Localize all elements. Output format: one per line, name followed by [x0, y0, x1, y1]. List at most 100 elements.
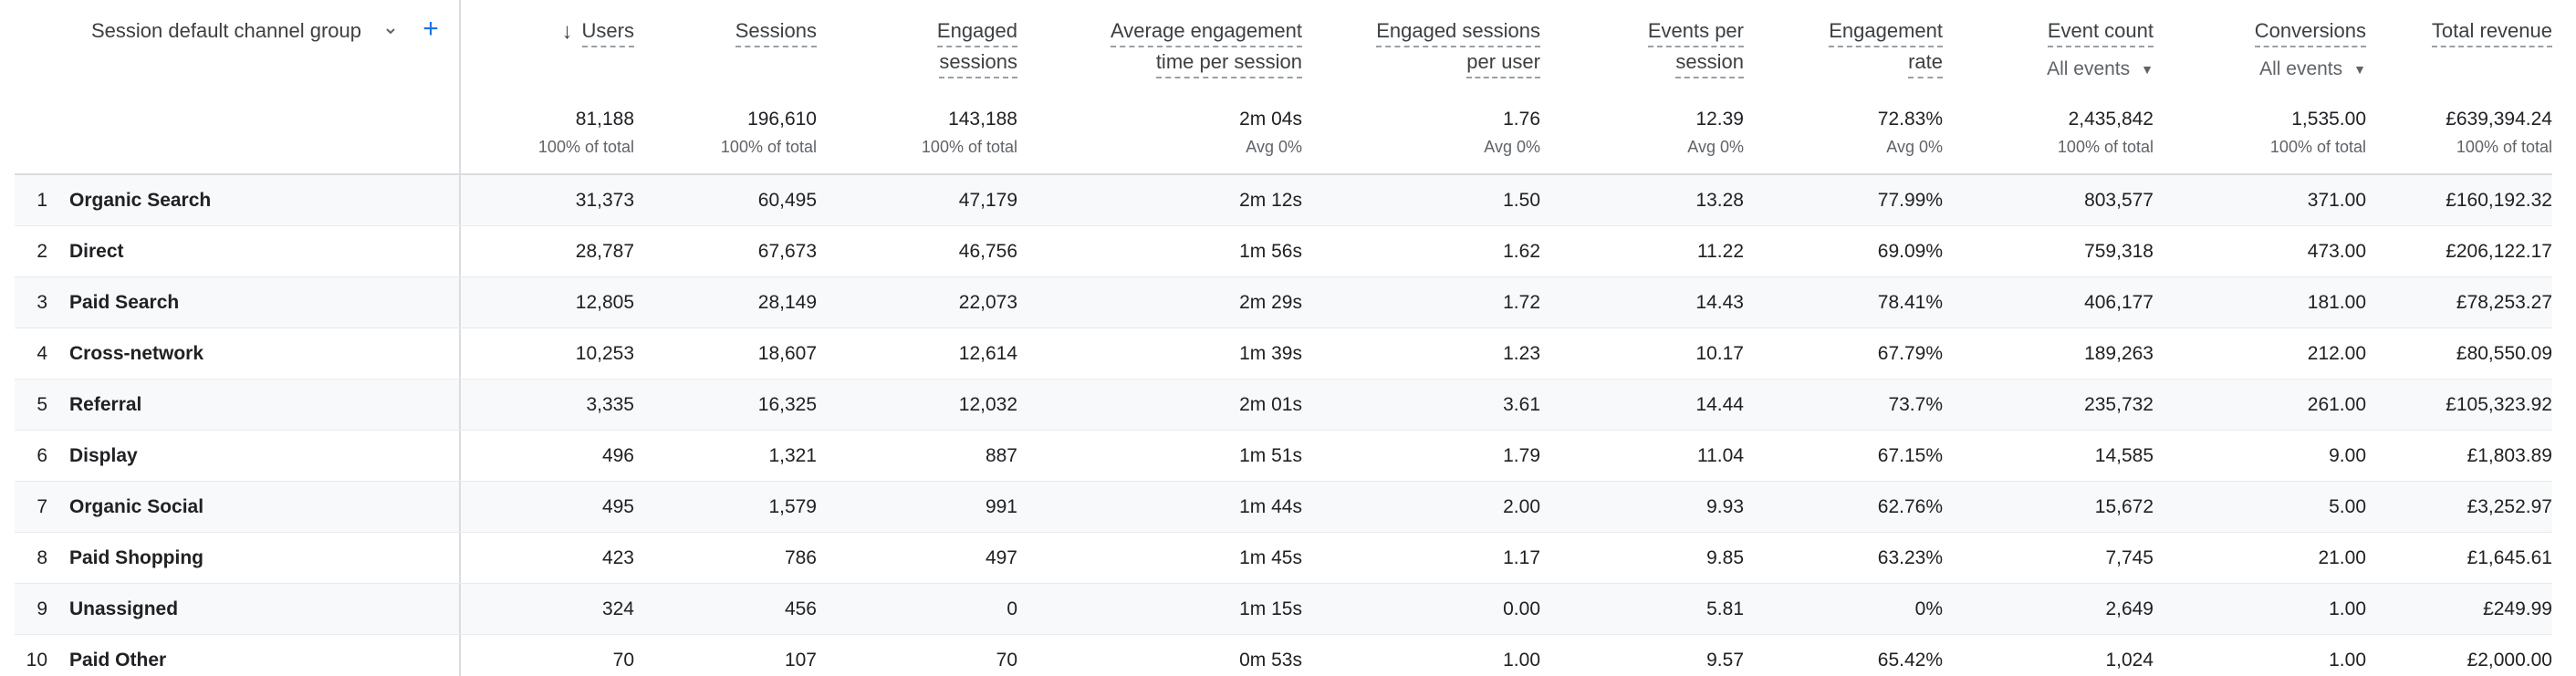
avg-engagement-label-line2: time per session — [1155, 47, 1302, 78]
conversions-label: Conversions — [2254, 16, 2366, 47]
engagement-rate-cell: 78.41% — [1877, 292, 1943, 313]
engaged-sessions-cell: 0 — [1006, 598, 1017, 619]
sessions-cell: 786 — [784, 547, 817, 568]
engaged-sessions-cell: 70 — [996, 650, 1017, 671]
channel-name[interactable]: Paid Other — [69, 649, 167, 671]
chevron-down-icon: ▼ — [2141, 62, 2154, 77]
engagement-rate-label-line1: Engagement — [1829, 16, 1943, 47]
revenue-cell: £160,192.32 — [2446, 190, 2552, 211]
dimension-selector[interactable]: Session default channel group — [91, 16, 403, 45]
table-row[interactable]: 8 Paid Shopping 423 786 497 1m 45s 1.17 9… — [15, 533, 2552, 584]
events-per-session-cell: 13.28 — [1695, 190, 1744, 211]
totals-dimension-cell — [15, 107, 461, 173]
table-row[interactable]: 10 Paid Other 70 107 70 0m 53s 1.00 9.57 … — [15, 635, 2552, 676]
revenue-cell: £2,000.00 — [2466, 650, 2552, 671]
row-number: 4 — [37, 342, 47, 364]
conversions-cell: 1.00 — [2329, 650, 2366, 671]
row-number: 9 — [37, 598, 47, 619]
engagement-rate-header[interactable]: Engagement rate — [1744, 0, 1943, 173]
plus-icon[interactable]: + — [422, 14, 439, 44]
users-cell: 10,253 — [575, 343, 634, 364]
engaged-per-user-cell: 1.23 — [1503, 343, 1540, 364]
event-count-cell: 189,263 — [2084, 343, 2154, 364]
channel-name[interactable]: Direct — [69, 240, 124, 262]
events-per-session-header[interactable]: Events per session — [1540, 0, 1744, 173]
channel-name[interactable]: Paid Shopping — [69, 546, 203, 568]
event-count-filter[interactable]: All events ▼ — [2047, 55, 2154, 83]
events-per-session-cell: 14.44 — [1695, 394, 1744, 415]
table-header: Session default channel group + ↓ Users S… — [15, 0, 2552, 175]
users-cell: 31,373 — [575, 190, 634, 211]
conversions-filter[interactable]: All events ▼ — [2259, 55, 2366, 83]
row-number: 7 — [37, 495, 47, 517]
event-count-cell: 2,649 — [2105, 598, 2154, 619]
engagement-rate-cell: 63.23% — [1877, 547, 1943, 568]
conversions-total: 1,535.00 100% of total — [2269, 109, 2366, 156]
conversions-cell: 212.00 — [2307, 343, 2366, 364]
event-count-header[interactable]: Event count All events ▼ — [1943, 0, 2154, 173]
table-row[interactable]: 4 Cross-network 10,253 18,607 12,614 1m 3… — [15, 328, 2552, 380]
row-number: 10 — [26, 649, 47, 671]
sessions-cell: 16,325 — [757, 394, 817, 415]
chevron-down-icon[interactable] — [378, 18, 403, 44]
avg-engagement-label-line1: Average engagement — [1111, 16, 1302, 47]
channel-name[interactable]: Referral — [69, 393, 142, 415]
channel-name[interactable]: Paid Search — [69, 291, 180, 313]
conversions-cell: 261.00 — [2307, 394, 2366, 415]
sessions-cell: 1,579 — [768, 496, 817, 517]
channel-name[interactable]: Organic Search — [69, 189, 212, 211]
table-row[interactable]: 5 Referral 3,335 16,325 12,032 2m 01s 3.6… — [15, 380, 2552, 431]
conversions-cell: 21.00 — [2318, 547, 2366, 568]
conversions-cell: 371.00 — [2307, 190, 2366, 211]
engaged-per-user-cell: 0.00 — [1503, 598, 1540, 619]
events-per-session-label-line2: session — [1675, 47, 1744, 78]
totals-row: 81,188 100% of total 196,610 100% of total… — [15, 107, 2552, 173]
engagement-rate-cell: 69.09% — [1877, 241, 1943, 262]
engaged-per-user-cell: 1.17 — [1503, 547, 1540, 568]
table-row[interactable]: 9 Unassigned 324 456 0 1m 15s 0.00 5.81 0… — [15, 584, 2552, 635]
chevron-down-icon: ▼ — [2353, 62, 2366, 77]
users-cell: 496 — [601, 445, 634, 466]
engaged-sessions-cell: 22,073 — [958, 292, 1017, 313]
engaged-per-user-total: 1.76 Avg 0% — [1484, 109, 1540, 156]
avg-engagement-header[interactable]: Average engagement time per session — [1017, 0, 1302, 173]
engaged-per-user-cell: 1.50 — [1503, 190, 1540, 211]
users-header[interactable]: ↓ Users — [461, 0, 634, 173]
engaged-sessions-cell: 12,614 — [958, 343, 1017, 364]
engaged-sessions-cell: 991 — [985, 496, 1017, 517]
table-row[interactable]: 7 Organic Social 495 1,579 991 1m 44s 2.0… — [15, 482, 2552, 533]
channel-name[interactable]: Organic Social — [69, 495, 204, 517]
channel-name[interactable]: Cross-network — [69, 342, 204, 364]
total-revenue-header[interactable]: Total revenue — [2366, 0, 2552, 173]
event-count-cell: 759,318 — [2084, 241, 2154, 262]
row-number: 2 — [37, 240, 47, 262]
engaged-per-user-label-line1: Engaged sessions — [1376, 16, 1540, 47]
channel-cell: 4 Cross-network — [15, 328, 461, 379]
channel-name[interactable]: Unassigned — [69, 598, 179, 619]
event-count-cell: 14,585 — [2094, 445, 2154, 466]
row-number: 3 — [37, 291, 47, 313]
channel-cell: 3 Paid Search — [15, 277, 461, 328]
table-row[interactable]: 6 Display 496 1,321 887 1m 51s 1.79 11.04… — [15, 431, 2552, 482]
event-count-cell: 7,745 — [2105, 547, 2154, 568]
engagement-rate-label-line2: rate — [1908, 47, 1943, 78]
engagement-rate-total: 72.83% Avg 0% — [1877, 109, 1943, 156]
event-count-filter-label: All events — [2047, 58, 2131, 79]
users-label: Users — [581, 16, 634, 47]
engaged-per-user-cell: 1.62 — [1503, 241, 1540, 262]
channel-name[interactable]: Display — [69, 444, 138, 466]
table-row[interactable]: 2 Direct 28,787 67,673 46,756 1m 56s 1.62… — [15, 226, 2552, 277]
avg-engagement-cell: 1m 44s — [1239, 496, 1302, 517]
engaged-sessions-label-line2: sessions — [939, 47, 1017, 78]
engaged-per-user-header[interactable]: Engaged sessions per user — [1302, 0, 1540, 173]
table-row[interactable]: 3 Paid Search 12,805 28,149 22,073 2m 29s… — [15, 277, 2552, 328]
conversions-header[interactable]: Conversions All events ▼ — [2154, 0, 2366, 173]
users-cell: 70 — [612, 650, 634, 671]
table-row[interactable]: 1 Organic Search 31,373 60,495 47,179 2m … — [15, 175, 2552, 226]
sessions-header[interactable]: Sessions — [634, 0, 817, 173]
engagement-rate-cell: 73.7% — [1888, 394, 1943, 415]
engaged-sessions-header[interactable]: Engaged sessions — [817, 0, 1017, 173]
avg-engagement-cell: 2m 01s — [1239, 394, 1302, 415]
table-body: 1 Organic Search 31,373 60,495 47,179 2m … — [15, 175, 2552, 676]
engagement-rate-cell: 65.42% — [1877, 650, 1943, 671]
